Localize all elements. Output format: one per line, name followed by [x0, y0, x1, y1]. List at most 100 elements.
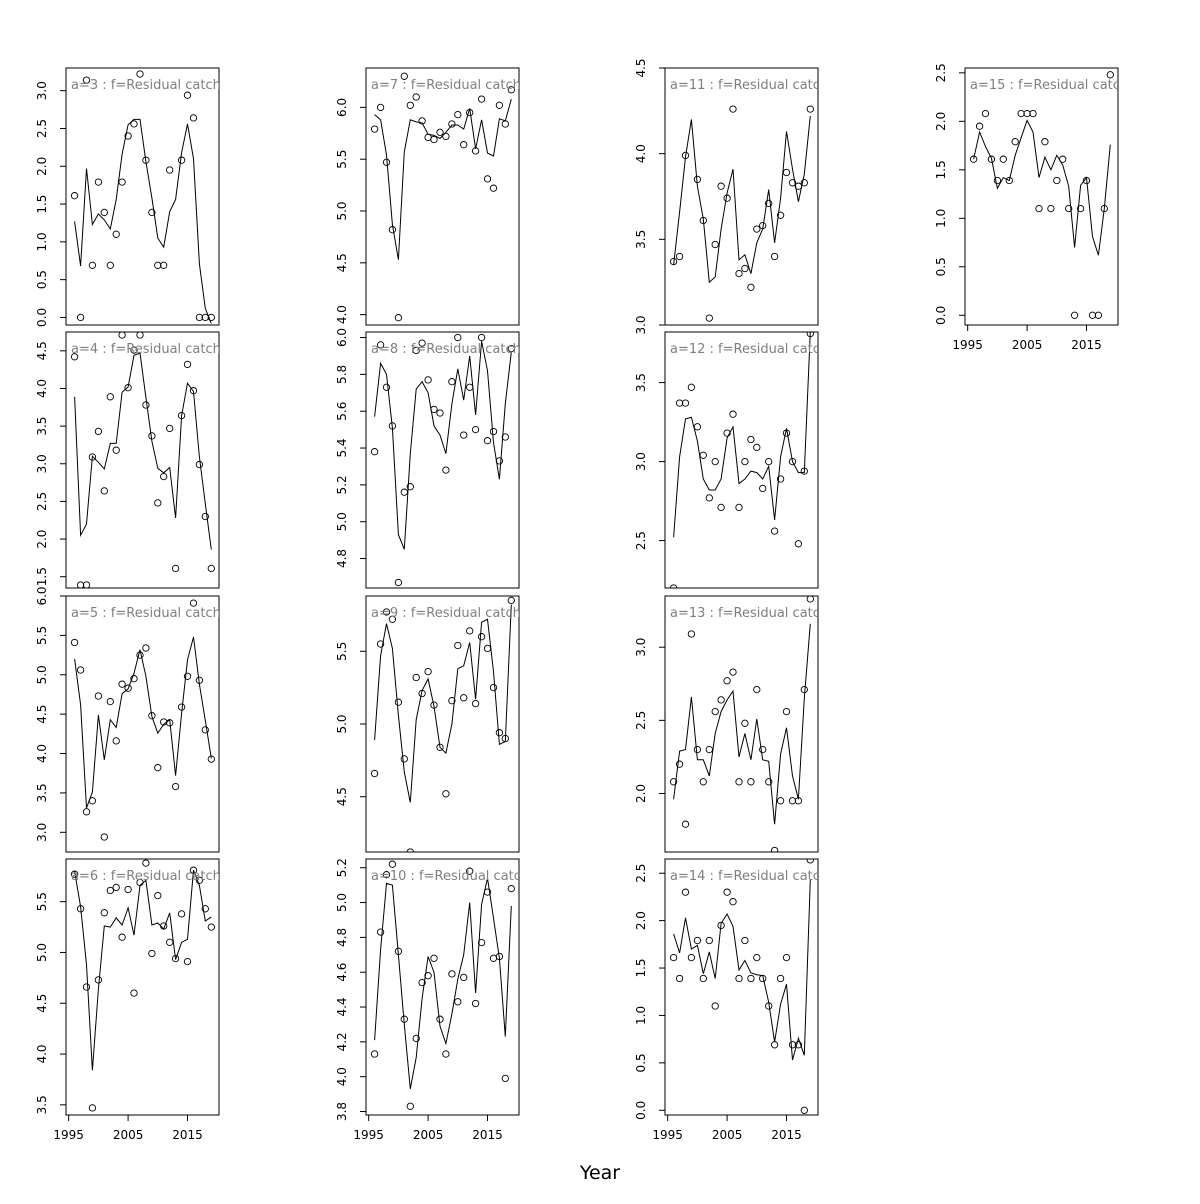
data-point	[495, 952, 504, 961]
data-point	[166, 166, 174, 174]
y-tick-label: 2.5	[35, 492, 49, 511]
data-point	[753, 953, 761, 962]
data-point	[394, 578, 403, 587]
data-point	[770, 527, 779, 535]
y-tick-label: 5.5	[335, 642, 349, 661]
data-point	[142, 644, 150, 652]
data-point	[782, 168, 791, 177]
data-point	[106, 393, 114, 401]
data-point	[759, 745, 767, 754]
data-point	[699, 451, 707, 459]
data-point	[987, 155, 996, 163]
panel-title: a=11 : f=Residual catch	[670, 78, 828, 93]
data-point	[130, 120, 138, 128]
data-point	[794, 540, 803, 548]
data-point	[70, 353, 79, 361]
data-point	[370, 448, 379, 456]
panel-title: a=8 : f=Residual catch	[371, 342, 521, 357]
x-axis-label: Year	[579, 1162, 620, 1184]
data-point	[136, 332, 144, 339]
data-point	[94, 692, 103, 700]
data-point	[699, 216, 707, 225]
panel-frame	[964, 67, 1119, 326]
data-point	[207, 755, 215, 763]
data-point	[394, 698, 403, 706]
data-point	[759, 974, 767, 983]
y-tick-label: 4.8	[335, 928, 349, 947]
data-point	[501, 120, 509, 128]
y-tick-label: 3.8	[335, 1102, 349, 1121]
data-point	[183, 360, 192, 369]
data-point	[765, 457, 773, 466]
data-point	[460, 141, 468, 149]
data-point	[100, 909, 108, 917]
panel-title: a=13 : f=Residual catch	[670, 606, 828, 621]
data-point	[782, 953, 791, 962]
panel-frame	[365, 331, 520, 589]
data-point	[747, 974, 755, 983]
panel: a=7 : f=Residual catch 4.0 4.5 5.0 5.5 6.0	[335, 67, 520, 326]
data-point	[782, 429, 791, 437]
data-point	[681, 888, 690, 896]
data-point	[177, 411, 186, 420]
data-point	[412, 346, 420, 355]
panel-title: a=12 : f=Residual catch	[670, 342, 828, 357]
data-point	[88, 261, 97, 269]
y-tick-label: 2.5	[634, 864, 648, 883]
panel-title: a=6 : f=Residual catch	[71, 869, 221, 884]
data-point	[82, 983, 91, 991]
y-tick-label: 5.5	[35, 892, 49, 911]
data-point	[477, 938, 486, 947]
y-tick-label: 3.0	[35, 823, 49, 842]
data-point	[177, 910, 186, 918]
data-point	[124, 684, 132, 692]
data-point	[759, 484, 767, 493]
x-tick-label: 2005	[113, 1128, 144, 1142]
data-point	[501, 1074, 509, 1083]
data-point	[717, 182, 725, 190]
y-tick-label: 4.0	[35, 744, 49, 763]
data-point	[189, 387, 198, 395]
data-point	[687, 630, 696, 638]
y-tick-label: 1.5	[634, 958, 648, 977]
data-point	[454, 998, 462, 1006]
y-tick-label: 4.0	[335, 305, 349, 324]
data-point	[705, 494, 713, 502]
data-point	[717, 503, 725, 512]
fitted-line	[374, 604, 512, 803]
data-point	[765, 1002, 773, 1010]
data-point	[483, 644, 492, 653]
data-point	[729, 105, 737, 113]
data-point	[430, 701, 438, 709]
data-point	[711, 457, 719, 466]
panel-frame	[664, 595, 819, 853]
data-point	[717, 696, 725, 704]
data-point	[770, 1041, 779, 1049]
y-tick-label: 1.0	[634, 1006, 648, 1025]
panel: a=5 : f=Residual catch 3.0 3.5 4.0 4.5 5.0 5.5…	[35, 586, 220, 853]
data-point	[675, 399, 684, 407]
data-point	[788, 797, 797, 805]
y-tick-label: 3.5	[35, 417, 49, 436]
panel: a=11 : f=Residual catch 3.0 3.5 4.0 4.5	[634, 58, 828, 335]
data-point	[800, 467, 808, 475]
x-tick-label: 1995	[53, 1128, 84, 1142]
data-point	[788, 1041, 797, 1049]
data-point	[406, 483, 414, 491]
y-tick-label: 4.5	[335, 253, 349, 272]
data-point	[741, 457, 749, 466]
panel: a=8 : f=Residual catch 4.8 5.0 5.2 5.4 5.6 5.8…	[335, 328, 521, 589]
panel: a=15 : f=Residual catch 0.0 0.5 1.0 1.5 2.0 2.…	[934, 63, 1119, 352]
fitted-line	[673, 879, 811, 1061]
data-point	[681, 151, 690, 160]
data-point	[466, 867, 474, 875]
data-point	[370, 769, 379, 778]
data-point	[400, 1015, 408, 1023]
panel: a=9 : f=Residual catch 4.5 5.0 5.5	[335, 595, 520, 853]
data-point	[112, 446, 120, 454]
x-tick-label: 1995	[952, 338, 983, 352]
data-point	[729, 668, 737, 676]
data-point	[699, 778, 707, 786]
data-point	[776, 974, 785, 983]
panel: a=10 : f=Residual catch 3.8 4.0 4.2 4.4 4.6 4.…	[335, 858, 520, 1142]
